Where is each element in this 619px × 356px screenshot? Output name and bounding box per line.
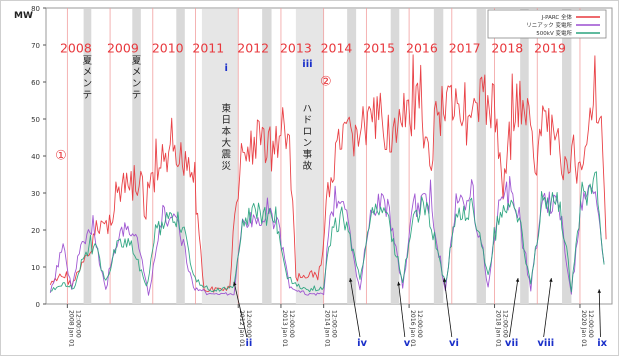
x-tick-label: 2008 Jan 0112:00:00 [67,310,81,347]
year-label: 2016 [406,40,438,55]
shutdown-band [390,9,400,304]
vertical-note: 夏メンテ [83,56,93,102]
y-tick-label: 70 [31,42,40,50]
shutdown-band [476,9,486,304]
arrow-head [549,278,553,282]
series-line [49,175,605,296]
y-tick-label: 80 [31,5,40,13]
arrow-head [349,278,353,282]
vertical-note: ハドロン事故 [303,104,313,173]
shutdown-band [83,9,92,304]
year-label: 2010 [152,40,184,55]
shutdown-band [520,9,529,304]
vertical-note: 東日本大震災 [222,103,232,173]
x-tick-label: 2013 Jan 0112:00:00 [281,310,295,347]
year-label: 2012 [237,40,269,55]
x-tick-label: 2016 Jan 0112:00:00 [409,310,423,347]
circled-marker: ① [55,149,67,164]
x-tick-label: 2012 Jan 0112:00:00 [238,310,252,347]
shutdown-band [176,9,185,304]
year-label: 2009 [107,40,139,55]
series-line [49,54,607,293]
y-tick-label: 50 [31,116,40,124]
shutdown-band [132,9,141,304]
arrow-head [233,281,237,286]
year-label: 2011 [192,40,224,55]
annotation-arrow [349,278,361,338]
legend-label: J-PARC 全体 [541,13,573,21]
roman-marker: vii [505,338,518,349]
x-tick-label: 2020 Jan 0112:00:00 [580,310,594,347]
y-tick-label: 0 [36,301,40,309]
legend-label: 500kV 変電所 [536,29,572,37]
roman-marker: ix [597,338,607,349]
shutdown-band [433,9,444,304]
roman-marker: iii [302,59,312,70]
annotation-arrow [598,289,601,338]
roman-marker: vi [449,338,459,349]
annotation-arrow [443,278,453,338]
roman-marker: ii [245,338,252,349]
year-label: 2014 [321,40,353,55]
annotation-arrow [233,281,248,338]
arrow-head [515,278,520,282]
roman-marker: viii [537,338,554,349]
y-tick-label: 20 [31,227,40,235]
x-tick-label: 2014 Jan 0112:00:00 [324,310,338,347]
y-axis-label: MW [14,11,33,21]
y-tick-label: 30 [31,190,40,198]
roman-marker: i [225,63,228,74]
circled-marker: ② [320,75,332,90]
arrow-head [442,278,447,282]
arrow-head [597,289,602,293]
series-line [50,171,605,293]
year-label: 2018 [491,40,523,55]
y-tick-label: 10 [31,264,40,272]
annotation-arrow [543,278,552,338]
year-label: 2017 [449,40,481,55]
vertical-note: 夏メンテ [132,56,142,102]
y-tick-label: 60 [31,79,40,87]
year-label: 2013 [280,40,312,55]
extended-shutdown-band [295,9,324,304]
arrow-head [397,281,401,286]
legend-box [487,9,607,39]
year-label: 2019 [534,40,566,55]
roman-marker: iv [357,338,367,349]
y-tick-label: 40 [31,153,40,161]
legend-label: リニアック 変電所 [526,21,572,29]
shutdown-band [562,9,572,304]
annotation-arrow [398,281,406,338]
x-tick-label: 2018 Jan 0112:00:00 [495,310,509,347]
annotation-arrow [509,278,519,338]
roman-marker: v [404,338,411,349]
year-label: 2008 [60,40,92,55]
shutdown-band [347,9,357,304]
year-label: 2015 [363,40,395,55]
